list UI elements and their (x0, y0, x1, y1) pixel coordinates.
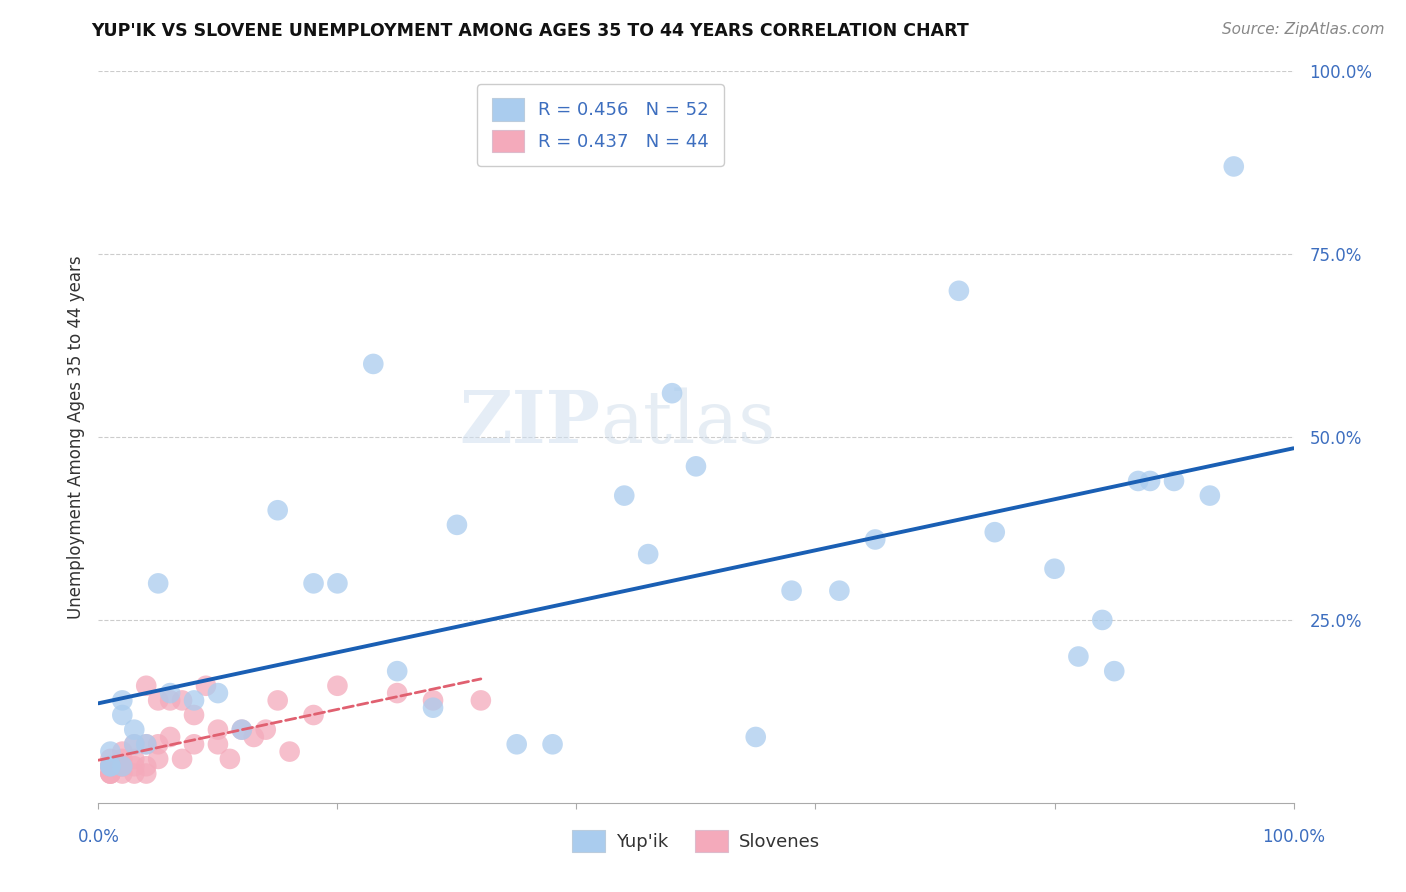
Point (148, 576, 170, 591)
Point (98, 752, 122, 766)
Point (135, 737, 157, 751)
Point (159, 693, 181, 707)
Point (111, 693, 134, 707)
Point (865, 533, 887, 547)
Point (1067, 649, 1090, 664)
Point (1043, 562, 1066, 576)
Text: 100.0%: 100.0% (1263, 828, 1324, 846)
Point (98, 759, 122, 773)
Text: YUP'IK VS SLOVENE UNEMPLOYMENT AMONG AGES 35 TO 44 YEARS CORRELATION CHART: YUP'IK VS SLOVENE UNEMPLOYMENT AMONG AGE… (91, 22, 969, 40)
Point (124, 766, 146, 780)
Point (159, 686, 181, 700)
Point (148, 693, 170, 707)
Point (363, 357, 385, 371)
Point (183, 693, 205, 707)
Text: Source: ZipAtlas.com: Source: ZipAtlas.com (1222, 22, 1385, 37)
Point (231, 723, 253, 737)
Point (98, 745, 122, 759)
Point (148, 752, 170, 766)
Point (135, 759, 157, 773)
Point (1104, 664, 1126, 678)
Text: 0.0%: 0.0% (77, 828, 120, 846)
Point (172, 693, 194, 707)
Point (470, 693, 492, 707)
Point (111, 759, 134, 773)
Point (135, 737, 157, 751)
Text: atlas: atlas (600, 387, 776, 458)
Point (661, 386, 683, 401)
Point (780, 583, 803, 598)
Point (385, 664, 409, 678)
Point (207, 737, 229, 751)
Point (111, 766, 134, 780)
Point (183, 708, 205, 723)
Point (124, 752, 146, 766)
Point (195, 679, 218, 693)
Point (135, 766, 157, 780)
Point (98, 766, 122, 780)
Point (111, 708, 134, 723)
Point (111, 759, 134, 773)
Point (111, 752, 134, 766)
Point (302, 708, 325, 723)
Point (326, 576, 349, 591)
Point (326, 679, 349, 693)
Point (422, 700, 444, 714)
Point (254, 723, 277, 737)
Point (231, 723, 253, 737)
Point (124, 759, 146, 773)
Point (1223, 160, 1246, 174)
Point (446, 517, 468, 532)
Point (183, 737, 205, 751)
Point (207, 686, 229, 700)
Point (422, 693, 444, 707)
Point (745, 730, 768, 744)
Point (98, 759, 122, 773)
Point (1091, 613, 1114, 627)
Point (637, 547, 659, 561)
Point (98, 759, 122, 773)
Point (124, 737, 146, 751)
Legend: Yup'ik, Slovenes: Yup'ik, Slovenes (565, 823, 827, 860)
Text: ZIP: ZIP (460, 387, 600, 458)
Point (278, 745, 301, 759)
Point (984, 525, 1007, 540)
Point (124, 723, 146, 737)
Point (98, 766, 122, 780)
Point (98, 759, 122, 773)
Point (124, 737, 146, 751)
Point (135, 679, 157, 693)
Point (111, 759, 134, 773)
Point (1163, 474, 1185, 488)
Point (1199, 489, 1222, 503)
Point (98, 759, 122, 773)
Point (207, 723, 229, 737)
Point (385, 686, 409, 700)
Point (541, 737, 564, 751)
Point (267, 693, 290, 707)
Point (685, 459, 707, 474)
Point (1128, 474, 1150, 488)
Point (506, 737, 529, 751)
Point (948, 284, 970, 298)
Point (98, 759, 122, 773)
Point (267, 503, 290, 517)
Point (243, 730, 266, 744)
Point (172, 752, 194, 766)
Y-axis label: Unemployment Among Ages 35 to 44 years: Unemployment Among Ages 35 to 44 years (66, 255, 84, 619)
Point (159, 730, 181, 744)
Point (111, 745, 134, 759)
Point (98, 766, 122, 780)
Point (148, 737, 170, 751)
Point (302, 576, 325, 591)
Point (219, 752, 242, 766)
Point (613, 489, 636, 503)
Point (828, 583, 851, 598)
Point (1139, 474, 1161, 488)
